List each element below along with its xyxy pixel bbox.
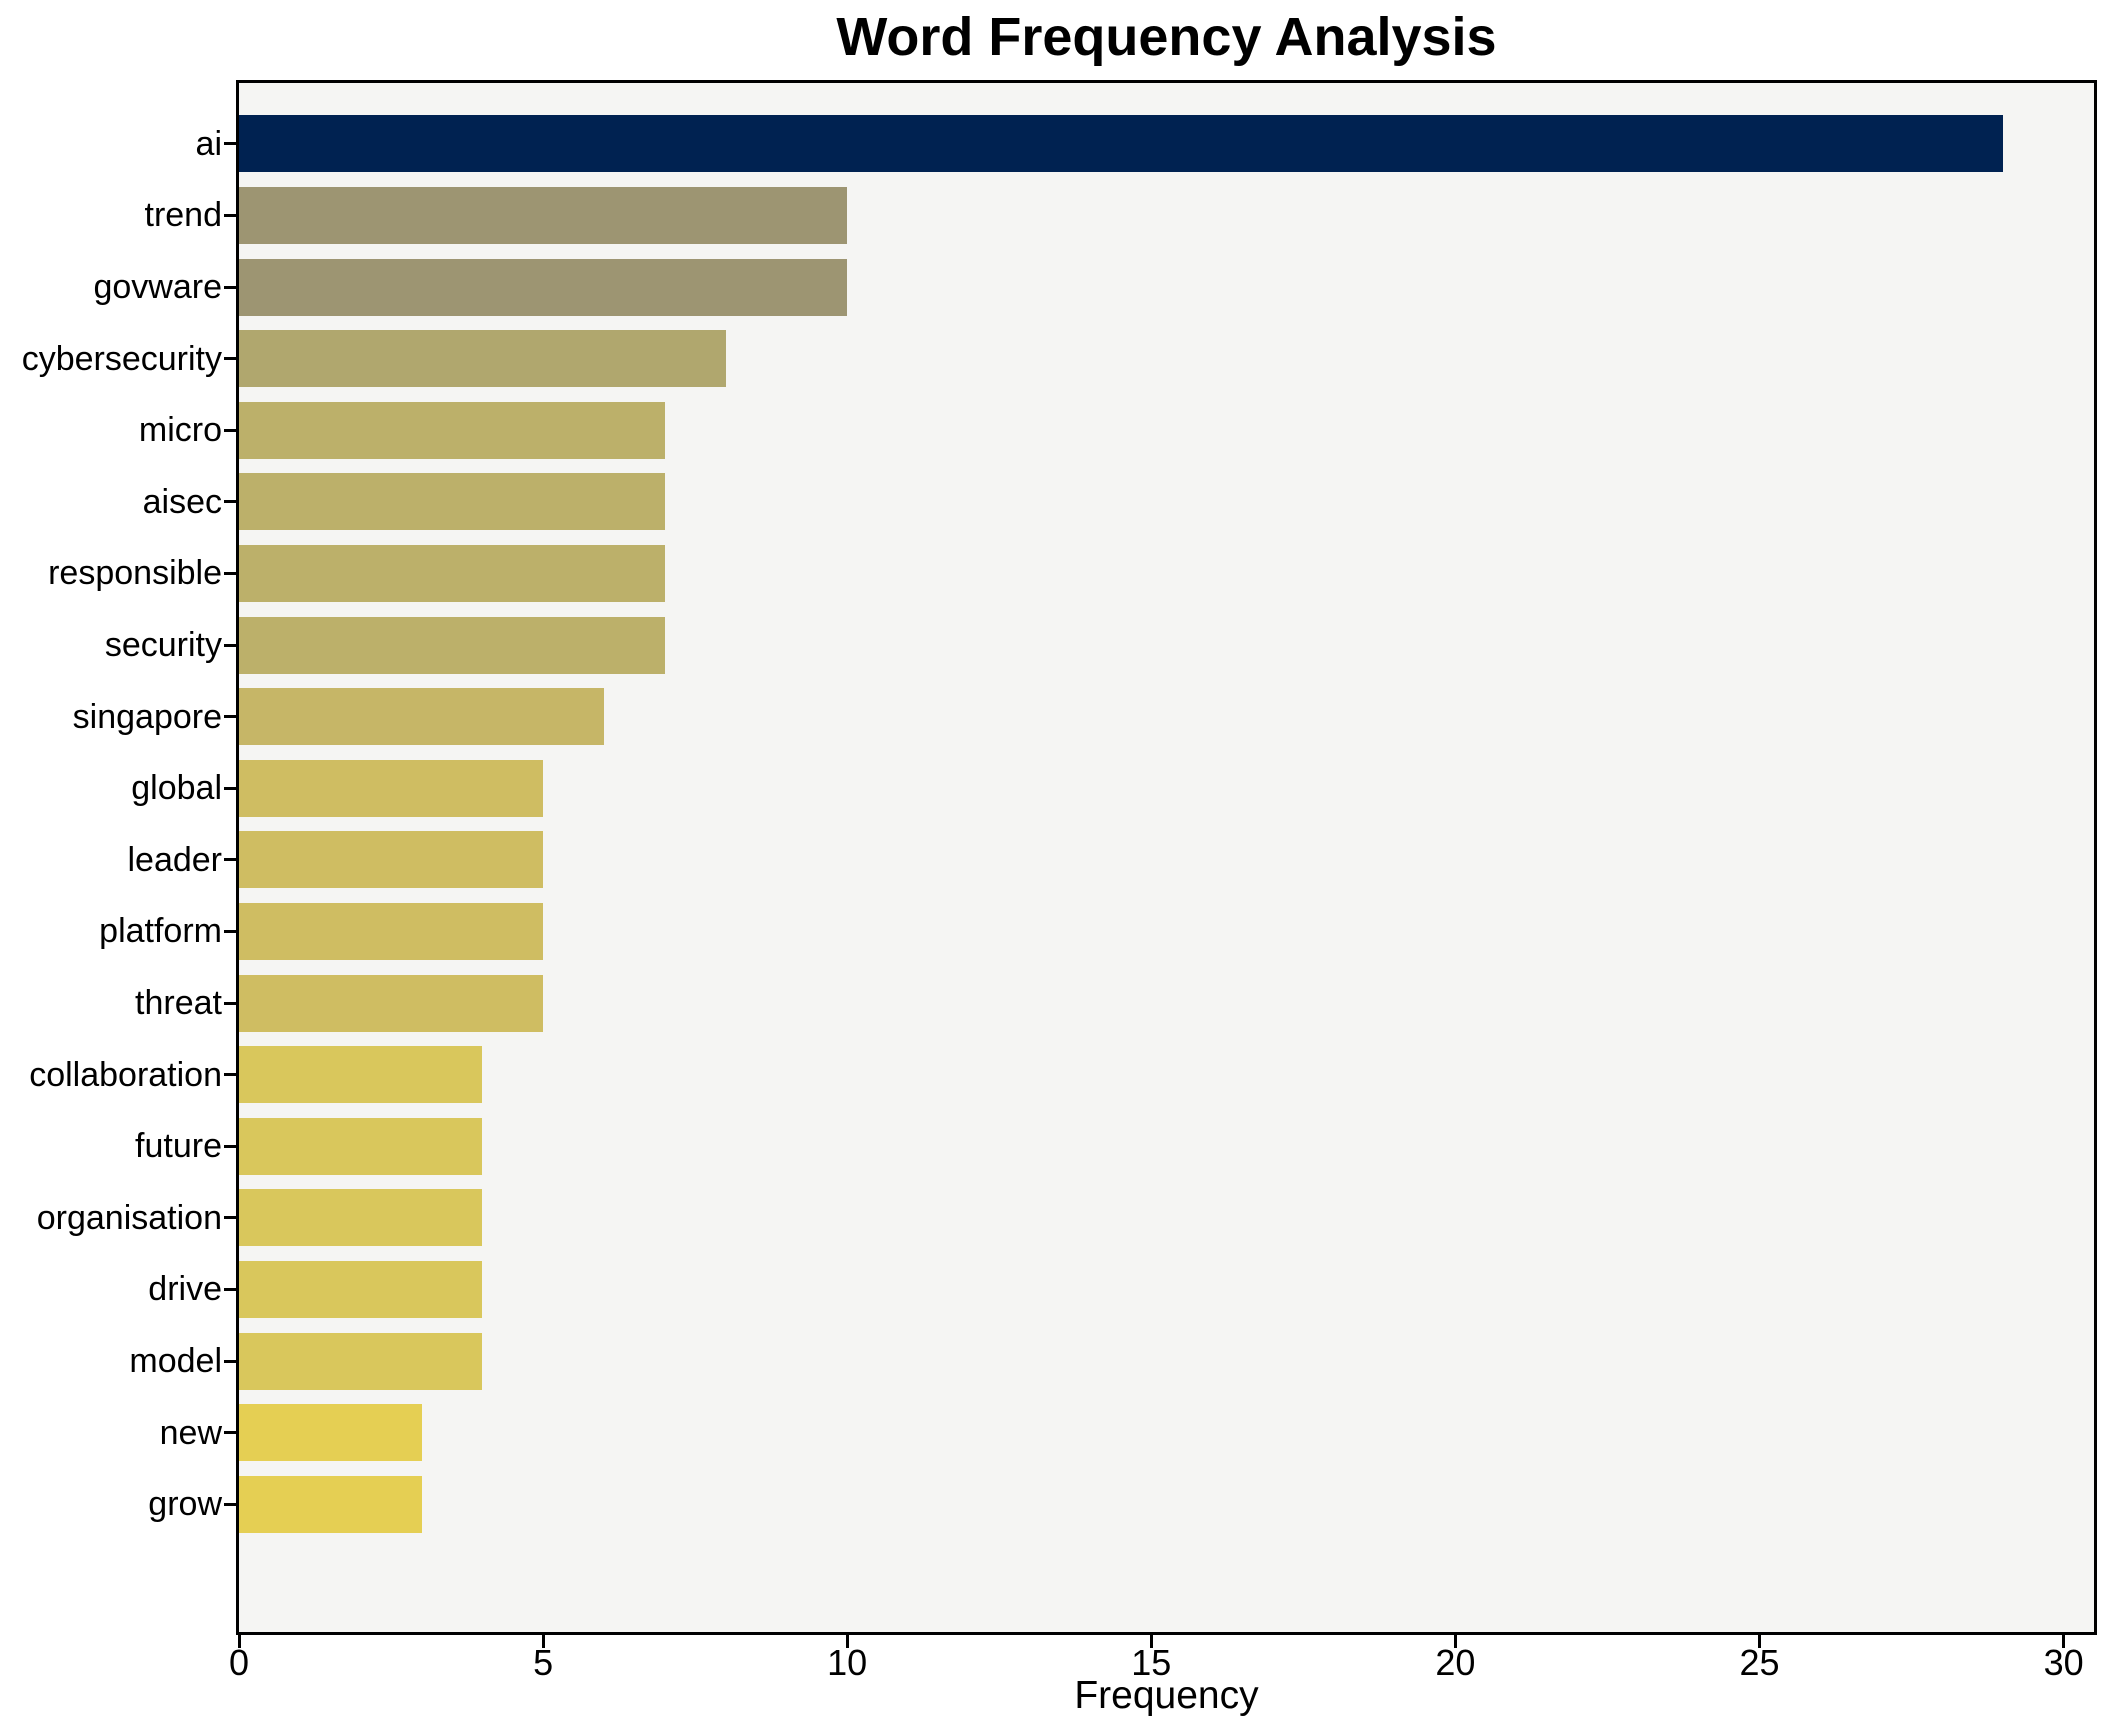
bar-organisation	[239, 1189, 483, 1247]
y-label-collaboration: collaboration	[29, 1055, 222, 1094]
y-label-model: model	[129, 1342, 222, 1380]
y-label-singapore: singapore	[72, 697, 222, 736]
bar-trend	[239, 186, 848, 244]
bar-collaboration	[239, 1046, 483, 1104]
x-tick-15	[1149, 1635, 1153, 1648]
y-label-new: new	[159, 1413, 222, 1452]
y-label-platform: platform	[99, 912, 222, 951]
x-tick-label-0: 0	[228, 1642, 250, 1683]
x-tick-label-10: 10	[827, 1642, 868, 1683]
bar-drive	[239, 1260, 483, 1318]
y-tick-cybersecurity	[224, 357, 236, 361]
bar-govware	[239, 258, 848, 316]
y-label-micro: micro	[138, 411, 222, 450]
y-tick-new	[224, 1431, 236, 1435]
y-tick-singapore	[224, 715, 236, 719]
bar-security	[239, 616, 665, 674]
y-tick-security	[224, 643, 236, 647]
x-tick-label-25: 25	[1739, 1642, 1780, 1683]
y-tick-aisec	[224, 500, 236, 504]
y-tick-govware	[224, 285, 236, 289]
y-tick-micro	[224, 428, 236, 432]
y-tick-drive	[224, 1287, 236, 1291]
x-tick-25	[1758, 1635, 1761, 1648]
bar-new	[239, 1404, 422, 1462]
bar-singapore	[239, 688, 604, 746]
x-tick-label-5: 5	[533, 1642, 554, 1683]
x-axis-label: Frequency	[1074, 1674, 1259, 1717]
x-tick-5	[541, 1635, 545, 1648]
y-label-drive: drive	[148, 1270, 222, 1309]
y-label-aisec: aisec	[142, 482, 222, 521]
x-tick-0	[237, 1635, 241, 1648]
y-label-responsible: responsible	[48, 554, 222, 593]
y-tick-collaboration	[224, 1073, 236, 1077]
x-tick-label-20: 20	[1435, 1642, 1476, 1683]
y-label-cybersecurity: cybersecurity	[21, 339, 222, 378]
y-label-security: security	[104, 626, 222, 664]
x-tick-10	[845, 1635, 849, 1648]
y-label-trend: trend	[144, 196, 223, 235]
plot-area	[236, 80, 2097, 1635]
bar-global	[239, 759, 544, 817]
y-tick-model	[224, 1359, 236, 1363]
bar-responsible	[239, 544, 665, 602]
y-tick-grow	[224, 1502, 236, 1506]
bar-model	[239, 1332, 483, 1390]
y-tick-trend	[224, 213, 236, 217]
y-label-govware: govware	[93, 268, 222, 306]
bar-aisec	[239, 473, 665, 531]
y-label-leader: leader	[127, 840, 222, 879]
y-tick-global	[224, 786, 236, 790]
bar-threat	[239, 974, 544, 1032]
y-tick-responsible	[224, 571, 236, 575]
y-label-threat: threat	[135, 984, 222, 1022]
x-tick-label-30: 30	[2043, 1642, 2084, 1683]
y-tick-future	[224, 1144, 236, 1148]
y-tick-platform	[224, 929, 236, 933]
bar-leader	[239, 831, 544, 889]
x-tick-label-15: 15	[1131, 1642, 1172, 1683]
bar-platform	[239, 902, 544, 960]
y-label-ai: ai	[195, 124, 222, 163]
x-tick-30	[2062, 1635, 2066, 1648]
bar-grow	[239, 1475, 422, 1533]
bar-micro	[239, 401, 665, 459]
y-label-future: future	[135, 1127, 222, 1166]
chart-title: Word Frequency Analysis	[836, 7, 1497, 67]
y-tick-threat	[224, 1001, 236, 1005]
y-label-organisation: organisation	[36, 1198, 222, 1237]
y-tick-ai	[224, 142, 236, 146]
bar-cybersecurity	[239, 330, 726, 388]
bar-ai	[239, 115, 2003, 173]
y-tick-leader	[224, 858, 236, 862]
x-tick-20	[1453, 1635, 1457, 1648]
y-label-global: global	[131, 769, 222, 808]
y-label-grow: grow	[148, 1485, 222, 1524]
bar-future	[239, 1117, 483, 1175]
y-tick-organisation	[224, 1216, 236, 1220]
